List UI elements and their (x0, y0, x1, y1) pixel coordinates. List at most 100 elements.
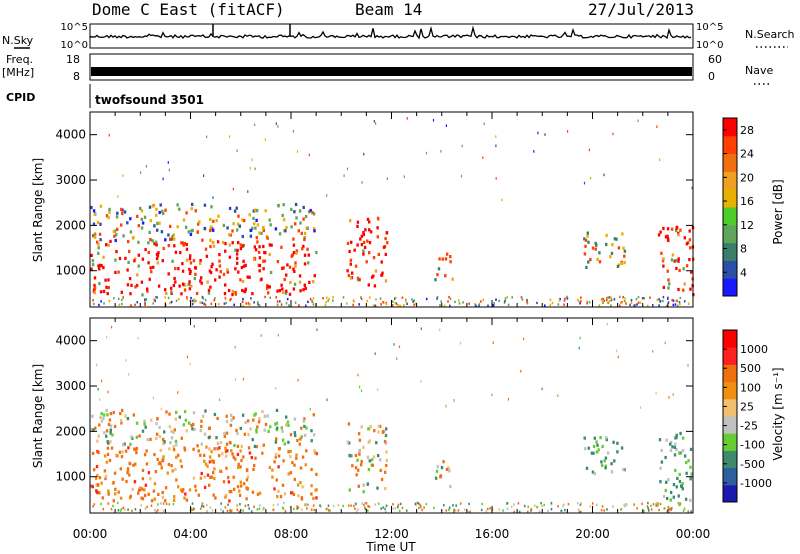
echo-cell (348, 488, 351, 492)
echo-cell (106, 335, 108, 339)
echo-cell (143, 493, 147, 497)
echo-cell (106, 446, 110, 450)
echo-cell (91, 259, 95, 263)
colorbar-tick-label: -500 (740, 458, 765, 471)
echo-cell (398, 509, 401, 512)
echo-cell (423, 506, 425, 509)
echo-cell (541, 504, 543, 508)
freq-panel-frame (89, 53, 694, 81)
echo-cell (504, 297, 507, 300)
echo-cell (583, 252, 587, 256)
echo-cell (103, 454, 107, 458)
echo-cell (583, 447, 587, 451)
echo-cell (206, 280, 209, 284)
echo-cell (637, 295, 640, 299)
echo-cell (175, 443, 178, 447)
echo-cell (153, 242, 156, 246)
echo-cell (125, 359, 127, 362)
echo-cell (287, 440, 290, 444)
echo-cell (174, 439, 178, 443)
echo-cell (283, 442, 286, 446)
echo-cell (97, 246, 100, 250)
echo-cell (310, 492, 313, 496)
echo-cell (293, 463, 296, 467)
echo-cell (197, 493, 200, 497)
echo-cell (108, 210, 111, 214)
echo-cell (253, 505, 255, 508)
echo-cell (635, 298, 638, 301)
echo-cell (188, 267, 191, 272)
echo-cell (223, 292, 227, 296)
date-label: 27/Jul/2013 (588, 0, 694, 19)
echo-cell (120, 223, 123, 227)
echo-cell (113, 471, 117, 475)
echo-cell (254, 208, 257, 212)
echo-cell (173, 428, 176, 432)
echo-cell (262, 267, 265, 271)
echo-cell (208, 455, 212, 459)
echo-cell (111, 325, 113, 329)
echo-cell (458, 302, 461, 305)
echo-cell (679, 303, 681, 306)
echo-cell (309, 407, 311, 411)
echo-cell (303, 236, 306, 240)
echo-cell (482, 298, 485, 301)
echo-cell (226, 226, 229, 230)
echo-cell (115, 453, 118, 458)
echo-cell (160, 466, 163, 470)
echo-cell (600, 463, 604, 468)
echo-cell (567, 130, 569, 133)
echo-cell (162, 442, 165, 446)
echo-cell (418, 503, 421, 506)
echo-cell (319, 504, 321, 507)
echo-cell (353, 300, 355, 303)
echo-cell (275, 296, 277, 299)
echo-cell (209, 506, 212, 509)
freq-trace (91, 67, 692, 76)
echo-cell (128, 277, 132, 281)
echo-cell (445, 509, 448, 512)
echo-cell (90, 253, 93, 257)
echo-cell (152, 396, 154, 400)
echo-cell (610, 304, 612, 307)
colorbar-tick-label: 12 (740, 219, 754, 232)
echo-cell (224, 283, 227, 287)
echo-cell (98, 491, 101, 495)
echo-cell (606, 322, 608, 326)
echo-cell (100, 481, 103, 485)
echo-cell (673, 445, 677, 449)
echo-cell (222, 223, 226, 227)
echo-cell (236, 503, 238, 507)
nsearch-label: N.Search (745, 28, 795, 41)
echo-cell (223, 434, 226, 438)
echo-cell (151, 204, 155, 208)
echo-cell (584, 238, 588, 242)
echo-cell (173, 495, 176, 499)
echo-cell (305, 449, 308, 453)
colorbar-tick-label: 28 (740, 124, 754, 137)
echo-cell (98, 303, 100, 307)
echo-cell (193, 507, 195, 510)
echo-cell (588, 148, 590, 152)
echo-cell (242, 455, 245, 459)
echo-cell (685, 461, 688, 465)
echo-cell (188, 488, 192, 492)
power-colorbar-label: Power [dB] (771, 179, 785, 244)
echo-cell (664, 235, 668, 239)
echo-cell (563, 303, 565, 306)
echo-cell (377, 424, 381, 428)
echo-cell (112, 411, 115, 415)
echo-cell (325, 296, 328, 299)
echo-cell (308, 210, 311, 214)
echo-cell (149, 238, 152, 242)
echo-cell (672, 303, 675, 307)
colorbar-tick-label: 25 (740, 400, 754, 413)
echo-cell (255, 428, 258, 432)
echo-cell (140, 504, 143, 507)
echo-cell (102, 507, 105, 511)
echo-cell (380, 303, 382, 306)
echo-cell (434, 476, 438, 480)
echo-cell (114, 492, 117, 496)
echo-cell (134, 462, 137, 466)
echo-cell (167, 233, 170, 237)
